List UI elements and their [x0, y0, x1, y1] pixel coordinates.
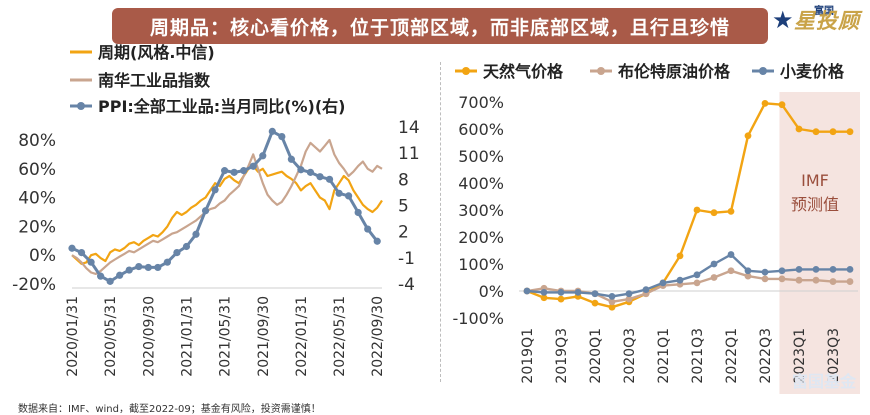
y-axis-tick: 400% [458, 174, 504, 193]
data-point [762, 100, 769, 107]
data-point [779, 267, 786, 274]
legend-label: 天然气价格 [483, 62, 564, 81]
forecast-label: 预测值 [791, 195, 839, 214]
source-footnote: 数据来自：IMF、wind，截至2022-09；基金有风险，投资需谨慎！ [18, 400, 321, 415]
data-point [779, 101, 786, 108]
x-axis-tick: 2019Q1 [520, 328, 536, 384]
data-point [728, 251, 735, 258]
data-point [677, 253, 684, 260]
data-point [558, 296, 565, 303]
data-point [745, 267, 752, 274]
y-axis-tick: 100% [458, 255, 504, 274]
data-point [575, 289, 582, 296]
y-axis-tick: 600% [458, 120, 504, 139]
data-point [830, 266, 837, 273]
data-point [626, 290, 633, 297]
data-point [796, 266, 803, 273]
data-point [796, 277, 803, 284]
data-point [711, 274, 718, 281]
data-point [830, 278, 837, 285]
data-point [813, 266, 820, 273]
data-point [830, 128, 837, 135]
data-point [541, 289, 548, 296]
right-chart: IMF 预测值 天然气价格 布伦特原油价格 小麦价格 700% 600% 500% 400% 30… [0, 0, 870, 400]
data-point [558, 289, 565, 296]
data-point [677, 277, 684, 284]
legend-label: 布伦特原油价格 [618, 62, 731, 81]
data-point [711, 261, 718, 268]
y-axis-tick: 300% [458, 201, 504, 220]
x-axis-tick: 2021Q3 [690, 328, 706, 384]
data-point [779, 275, 786, 282]
x-axis-tick: 2022Q3 [758, 328, 774, 384]
data-point [524, 288, 531, 295]
data-point [694, 280, 701, 287]
x-axis-tick: 2019Q3 [554, 328, 570, 384]
y-axis-tick: 700% [458, 93, 504, 112]
data-point [813, 277, 820, 284]
y-axis-tick: 200% [458, 228, 504, 247]
y-axis-tick: -100% [452, 309, 504, 328]
legend-marker [597, 67, 605, 75]
x-axis-tick: 2020Q3 [622, 328, 638, 384]
y-axis-tick: 500% [458, 147, 504, 166]
y-axis-tick: 0% [479, 282, 504, 301]
x-axis-tick: 2020Q1 [588, 328, 604, 384]
data-point [592, 290, 599, 297]
data-point [813, 128, 820, 135]
watermark: 富国基金 [792, 368, 856, 392]
data-point [847, 278, 854, 285]
data-point [847, 266, 854, 273]
data-point [711, 209, 718, 216]
data-point [745, 132, 752, 139]
data-point [592, 300, 599, 307]
data-point [728, 267, 735, 274]
data-point [762, 269, 769, 276]
data-point [762, 275, 769, 282]
legend-label: 小麦价格 [780, 62, 845, 81]
data-point [643, 286, 650, 293]
data-point [660, 280, 667, 287]
data-point [694, 271, 701, 278]
x-axis-tick: 2022Q1 [724, 328, 740, 384]
data-point [847, 128, 854, 135]
data-point [694, 207, 701, 214]
forecast-label: IMF [801, 171, 829, 190]
legend-marker [759, 67, 767, 75]
data-point [728, 208, 735, 215]
data-point [609, 293, 616, 300]
legend-marker [462, 67, 470, 75]
data-point [796, 126, 803, 133]
x-axis-tick: 2021Q1 [656, 328, 672, 384]
